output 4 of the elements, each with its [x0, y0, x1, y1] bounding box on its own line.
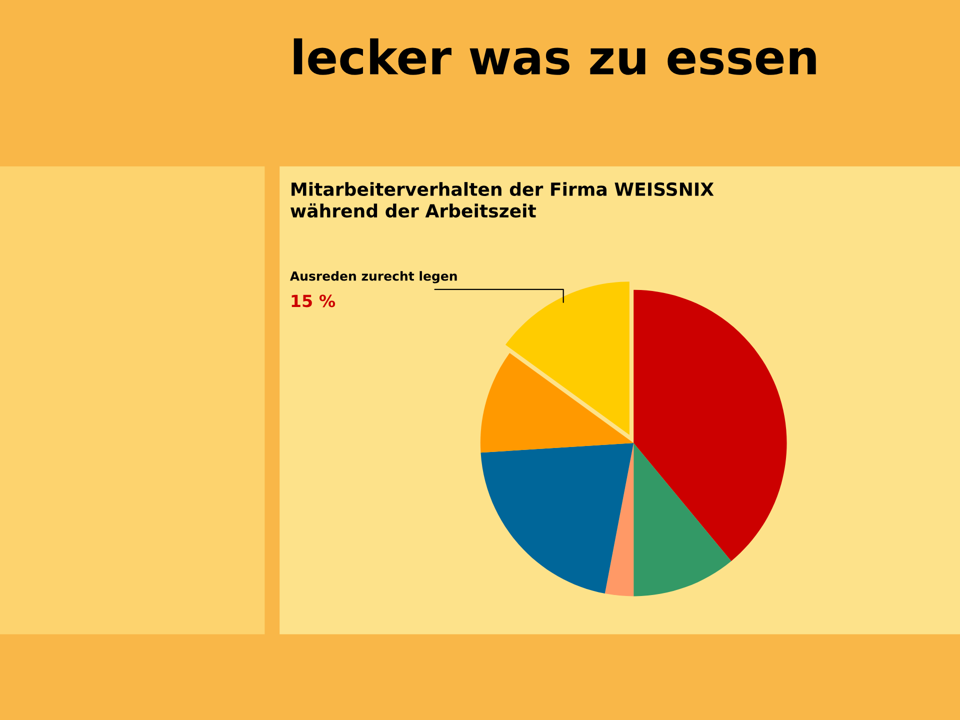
data-label: 15 % [292, 294, 336, 308]
chart-subtitle: Mitarbeiterverhalten der Firma WEISSNIX während der Arbeitszeit [290, 182, 714, 218]
slice-label: Ausreden zurecht legen [290, 271, 457, 284]
chart-title: lecker was zu essen [294, 38, 816, 75]
